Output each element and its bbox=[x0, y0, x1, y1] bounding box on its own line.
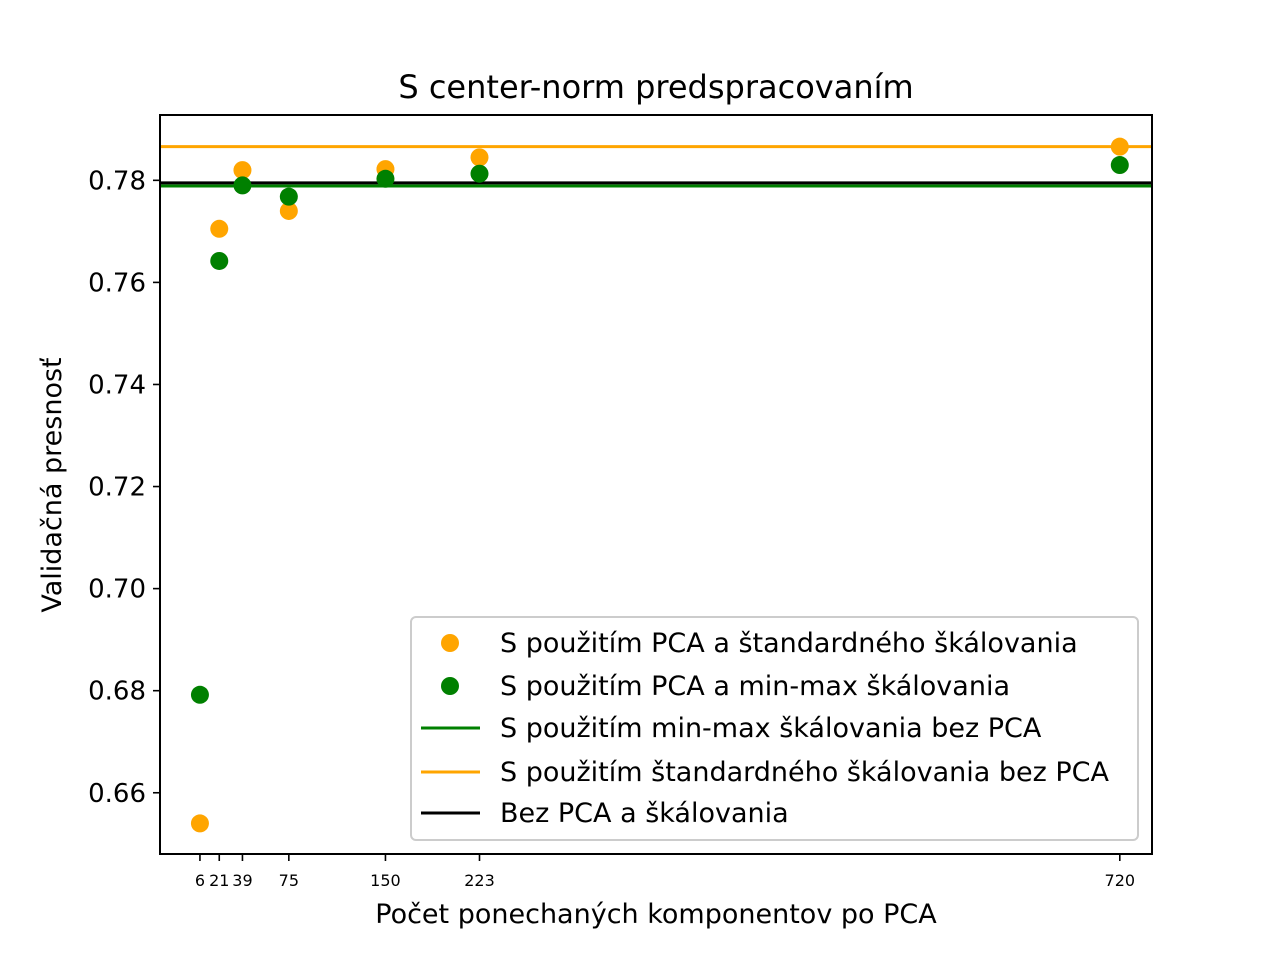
point-s1-1 bbox=[210, 251, 229, 270]
x-tick-label: 39 bbox=[232, 871, 252, 890]
y-tick-label: 0.72 bbox=[88, 473, 146, 503]
y-tick-label: 0.68 bbox=[88, 677, 146, 707]
x-tick-label: 720 bbox=[1105, 871, 1136, 890]
point-s1-3 bbox=[279, 187, 298, 206]
point-s0-1 bbox=[210, 219, 229, 238]
legend-label-4: Bez PCA a škálovania bbox=[500, 798, 789, 829]
point-s1-4 bbox=[376, 169, 395, 188]
legend-marker-1 bbox=[441, 677, 459, 695]
point-s1-0 bbox=[190, 685, 209, 704]
legend-label-0: S použitím PCA a štandardného škálovania bbox=[500, 628, 1078, 659]
plot-frame bbox=[159, 114, 1153, 855]
point-s1-6 bbox=[1110, 156, 1129, 175]
legend-marker-0 bbox=[441, 634, 459, 652]
x-tick-label: 223 bbox=[464, 871, 495, 890]
x-axis-label: Počet ponechaných komponentov po PCA bbox=[375, 899, 937, 930]
point-s0-5 bbox=[470, 148, 489, 167]
point-s1-5 bbox=[470, 164, 489, 183]
point-s0-6 bbox=[1110, 137, 1129, 156]
y-tick-label: 0.74 bbox=[88, 370, 146, 400]
y-tick-label: 0.76 bbox=[88, 268, 146, 298]
point-s0-3 bbox=[279, 201, 298, 220]
legend: S použitím PCA a štandardného škálovania… bbox=[410, 616, 1139, 841]
y-tick-label: 0.78 bbox=[88, 166, 146, 196]
y-tick-label: 0.66 bbox=[88, 779, 146, 809]
legend-box bbox=[410, 616, 1139, 841]
x-tick-label: 75 bbox=[279, 871, 299, 890]
legend-label-1: S použitím PCA a min-max škálovania bbox=[500, 671, 1010, 702]
x-tick-label: 21 bbox=[209, 871, 229, 890]
y-axis-label: Validačná presnosť bbox=[37, 357, 68, 613]
point-s0-2 bbox=[233, 161, 252, 180]
legend-label-2: S použitím min-max škálovania bez PCA bbox=[500, 713, 1042, 744]
chart-title: S center-norm predspracovaním bbox=[398, 68, 913, 106]
x-tick-label: 6 bbox=[195, 871, 205, 890]
x-tick-label: 150 bbox=[370, 871, 401, 890]
y-tick-label: 0.70 bbox=[88, 575, 146, 605]
point-s1-2 bbox=[233, 176, 252, 195]
legend-label-3: S použitím štandardného škálovania bez P… bbox=[500, 757, 1110, 788]
point-s0-0 bbox=[190, 814, 209, 833]
